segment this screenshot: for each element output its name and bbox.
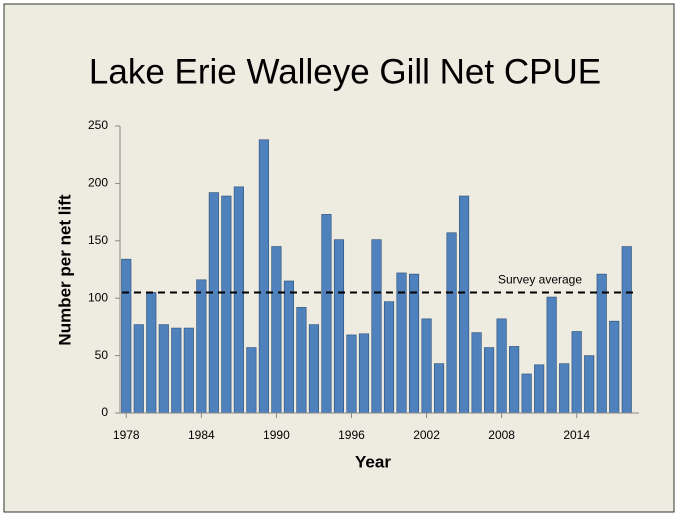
bar: [534, 364, 545, 414]
bar: [521, 373, 532, 414]
bar: [146, 292, 157, 414]
bar: [258, 139, 269, 414]
bar: [221, 195, 232, 414]
bar: [121, 258, 132, 414]
x-tick-label: 1996: [338, 428, 365, 442]
bar: [621, 246, 632, 414]
bar: [171, 327, 182, 414]
bar: [371, 239, 382, 414]
bar: [246, 347, 257, 414]
bar: [358, 333, 370, 414]
y-tick-label: 100: [88, 290, 108, 304]
bar: [446, 232, 457, 414]
bar: [584, 355, 595, 414]
bar: [321, 214, 332, 414]
bar: [183, 327, 194, 414]
bar: [596, 273, 607, 414]
y-tick-label: 0: [101, 405, 108, 419]
x-tick-label: 2014: [563, 428, 590, 442]
x-tick-label: 1990: [263, 428, 290, 442]
bar: [546, 296, 557, 414]
x-tick-label: 1984: [188, 428, 215, 442]
bar: [333, 239, 345, 414]
bar: [459, 195, 470, 414]
x-tick-label: 2002: [413, 428, 440, 442]
y-tick-label: 250: [88, 118, 108, 132]
bar: [383, 301, 395, 414]
bar: [421, 318, 432, 414]
bar: [396, 272, 407, 414]
bar: [283, 280, 294, 414]
bar: [408, 273, 420, 414]
bar: [233, 186, 244, 414]
average-label: Survey average: [498, 273, 582, 287]
x-tick-label: 1978: [113, 428, 140, 442]
x-tick-label: 2008: [488, 428, 515, 442]
bar: [609, 320, 620, 414]
bar: [271, 246, 282, 414]
y-tick-label: 50: [95, 348, 109, 362]
bar: [196, 279, 207, 414]
bar: [133, 324, 144, 414]
y-axis-label: Number per net lift: [55, 194, 74, 345]
y-tick-label: 200: [88, 176, 108, 190]
chart-title: Lake Erie Walleye Gill Net CPUE: [89, 52, 601, 91]
bar: [346, 334, 357, 414]
bar: [571, 331, 582, 414]
bar: [296, 307, 307, 414]
bar: [308, 324, 319, 414]
x-axis-label: Year: [355, 452, 391, 471]
bar: [484, 347, 495, 414]
bar: [434, 363, 445, 414]
bar: [158, 324, 169, 414]
bar: [559, 363, 570, 414]
bar: [496, 318, 507, 414]
y-tick-label: 150: [88, 233, 108, 247]
bar: [208, 192, 219, 414]
bar: [471, 332, 482, 414]
bar: [509, 346, 520, 414]
